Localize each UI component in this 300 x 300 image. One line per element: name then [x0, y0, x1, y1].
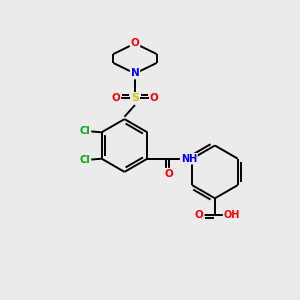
Text: O: O — [130, 38, 140, 49]
Text: Cl: Cl — [80, 155, 91, 165]
Text: O: O — [111, 93, 120, 103]
Text: N: N — [130, 68, 140, 79]
Text: O: O — [165, 169, 173, 179]
Text: OH: OH — [224, 210, 240, 220]
Text: NH: NH — [181, 154, 197, 164]
Text: O: O — [150, 93, 159, 103]
Text: S: S — [131, 93, 139, 103]
Text: O: O — [195, 210, 204, 220]
Text: Cl: Cl — [80, 126, 91, 136]
